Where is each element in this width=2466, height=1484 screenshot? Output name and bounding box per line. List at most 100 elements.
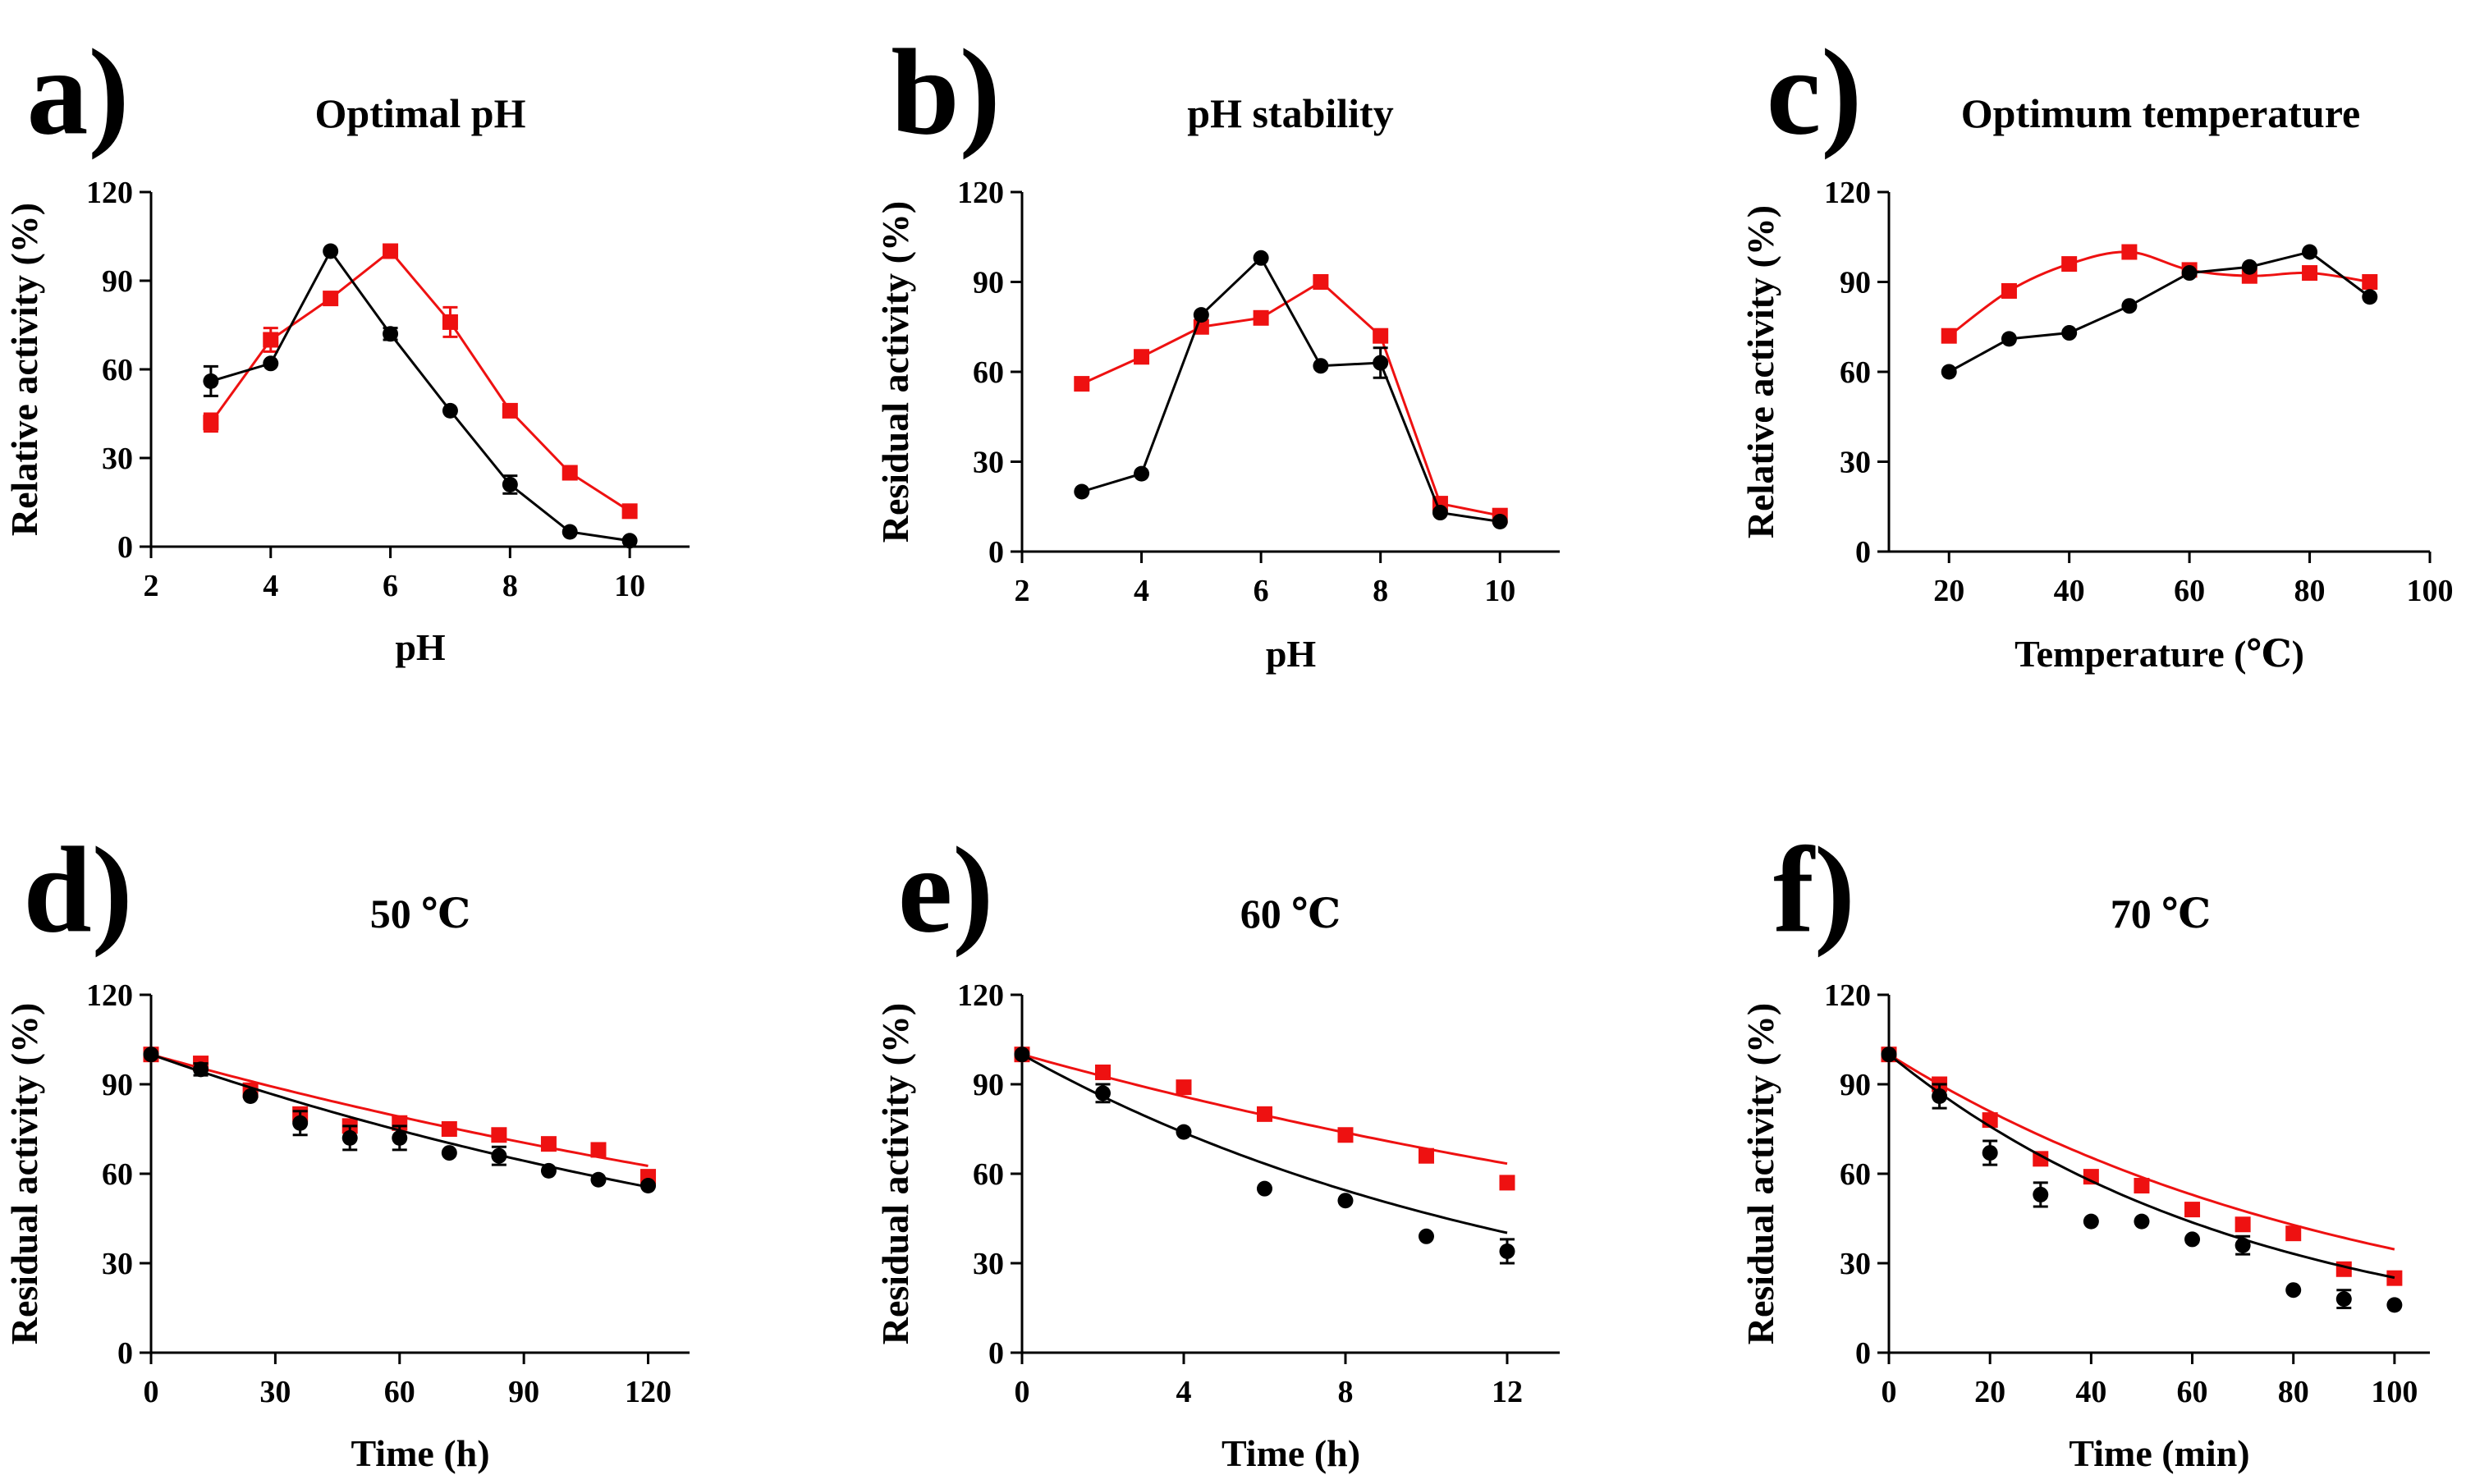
- data-point: [2386, 1270, 2403, 1286]
- x-tick-label: 4: [1134, 574, 1149, 608]
- x-axis-label: Time (h): [351, 1432, 489, 1474]
- data-point: [242, 1088, 259, 1105]
- x-tick-label: 80: [2278, 1375, 2309, 1409]
- data-point: [2362, 274, 2378, 290]
- chart-title: Optimum temperature: [1961, 90, 2360, 136]
- data-point: [1134, 349, 1150, 365]
- data-point: [640, 1178, 657, 1194]
- data-point: [193, 1061, 209, 1078]
- data-point: [2285, 1225, 2302, 1242]
- data-point: [621, 533, 638, 549]
- series-black: [1074, 250, 1508, 529]
- x-tick-label: 4: [263, 569, 278, 603]
- series-line: [210, 249, 630, 543]
- data-point: [2241, 259, 2257, 275]
- x-tick-label: 0: [1882, 1375, 1897, 1409]
- x-tick-label: 40: [2054, 574, 2085, 608]
- data-point: [392, 1129, 408, 1146]
- x-axis-label: pH: [1266, 633, 1317, 675]
- data-point: [2033, 1151, 2049, 1167]
- x-tick-label: 10: [1484, 574, 1515, 608]
- y-axis-label: Residual activity (%): [3, 1003, 45, 1345]
- data-point: [2184, 1231, 2201, 1248]
- data-point: [341, 1129, 358, 1146]
- series-red: [1941, 244, 2378, 344]
- data-point: [292, 1115, 309, 1131]
- y-tick-label: 60: [1840, 355, 1871, 390]
- y-axis-label: Residual activity (%): [1739, 1003, 1781, 1345]
- data-point: [383, 243, 399, 259]
- data-point: [2184, 1202, 2201, 1218]
- data-point: [540, 1136, 557, 1152]
- data-point: [323, 243, 339, 259]
- chart-panel-1: a) Optimal pH 0 30 60 90 120 2 4 6 8 10 pH Relative a…: [3, 24, 690, 668]
- data-point: [2033, 1186, 2049, 1202]
- x-tick-label: 30: [259, 1375, 291, 1409]
- data-point: [1337, 1127, 1354, 1143]
- data-point: [203, 415, 219, 431]
- series-red: [143, 1047, 657, 1185]
- data-point: [2335, 1291, 2352, 1308]
- data-point: [2285, 1282, 2302, 1298]
- x-tick-label: 100: [2371, 1375, 2418, 1409]
- data-point: [1932, 1088, 1948, 1105]
- x-tick-label: 10: [614, 569, 645, 603]
- data-point: [263, 355, 279, 372]
- y-tick-label: 0: [988, 1336, 1004, 1371]
- data-point: [441, 1145, 457, 1161]
- y-tick-label: 30: [1840, 1247, 1871, 1281]
- data-point: [441, 1121, 457, 1137]
- data-point: [1492, 514, 1508, 529]
- data-point: [2302, 244, 2318, 260]
- data-point: [1432, 505, 1448, 521]
- y-tick-label: 30: [973, 1247, 1004, 1281]
- series-line: [1948, 250, 2371, 373]
- series-red: [1881, 1047, 2403, 1286]
- y-axis-label: Relative activity (%): [1739, 205, 1781, 538]
- data-point: [2235, 1216, 2251, 1233]
- panel-letter: e): [898, 822, 994, 958]
- x-tick-label: 8: [1337, 1375, 1353, 1409]
- x-tick-label: 6: [1254, 574, 1269, 608]
- data-point: [2083, 1213, 2099, 1230]
- data-point: [1256, 1180, 1272, 1197]
- data-point: [1941, 364, 1957, 380]
- data-point: [2302, 265, 2318, 282]
- data-point: [1941, 327, 1957, 344]
- data-point: [491, 1127, 507, 1143]
- y-tick-label: 60: [102, 1157, 133, 1192]
- y-tick-label: 0: [117, 1336, 133, 1371]
- y-tick-label: 30: [102, 1247, 133, 1281]
- data-point: [2335, 1261, 2352, 1277]
- x-tick-label: 80: [2294, 574, 2326, 608]
- x-tick-label: 40: [2075, 1375, 2106, 1409]
- data-point: [1193, 307, 1209, 323]
- data-point: [442, 314, 458, 330]
- x-tick-label: 120: [625, 1375, 672, 1409]
- data-point: [1313, 274, 1329, 290]
- series-black: [1881, 1047, 2403, 1313]
- x-tick-label: 12: [1492, 1375, 1523, 1409]
- data-point: [2362, 289, 2378, 305]
- x-tick-label: 4: [1176, 1375, 1191, 1409]
- y-tick-label: 90: [102, 1068, 133, 1102]
- chart-title: 70 ℃: [2111, 891, 2211, 937]
- y-tick-label: 30: [102, 442, 133, 476]
- y-tick-label: 90: [1840, 266, 1871, 300]
- data-point: [590, 1171, 607, 1188]
- series-black: [1941, 244, 2378, 380]
- data-point: [1337, 1193, 1354, 1209]
- data-point: [263, 332, 279, 348]
- data-point: [2181, 265, 2198, 282]
- data-point: [491, 1147, 507, 1164]
- y-tick-label: 0: [1855, 1336, 1871, 1371]
- data-point: [1499, 1175, 1515, 1191]
- x-tick-label: 60: [2177, 1375, 2208, 1409]
- y-tick-label: 90: [973, 1068, 1004, 1102]
- series-line: [209, 249, 630, 513]
- data-point: [1253, 250, 1269, 266]
- chart-title: Optimal pH: [315, 90, 526, 136]
- data-point: [1373, 327, 1389, 344]
- y-tick-label: 120: [1824, 176, 1871, 210]
